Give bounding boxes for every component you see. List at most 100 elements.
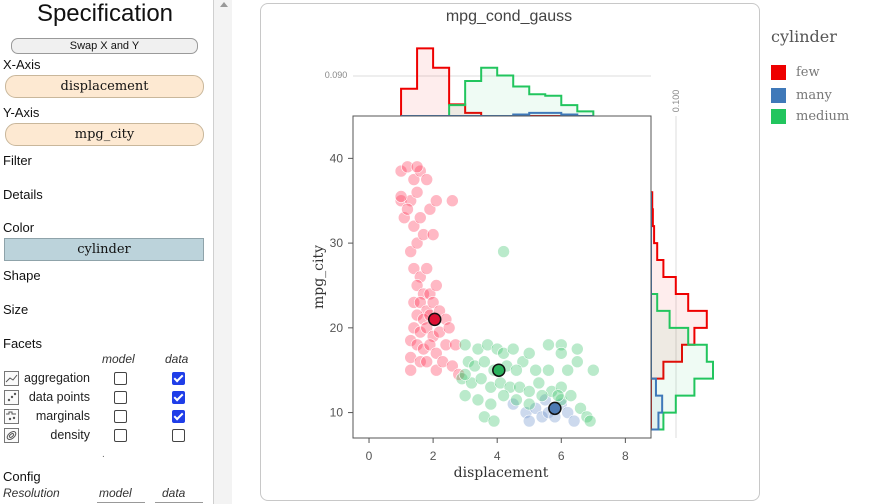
data-point-few (410, 279, 424, 292)
aggregation-model-checkbox[interactable] (114, 372, 127, 385)
data-point-many (522, 414, 536, 428)
data-point-medium (478, 410, 491, 424)
density-data-checkbox[interactable] (172, 429, 185, 442)
data-point-many (561, 406, 574, 419)
y-axis-field[interactable]: mpg_city (5, 123, 204, 146)
density-model-checkbox[interactable] (114, 429, 127, 442)
x-axis-field[interactable]: displacement (5, 75, 204, 98)
data-point-few (442, 321, 456, 335)
data-point-medium (513, 380, 526, 394)
data-point-few (413, 325, 427, 339)
data-points-data-checkbox[interactable] (172, 391, 185, 404)
data-point-medium (554, 380, 568, 394)
panel-divider[interactable] (213, 0, 214, 504)
legend-label-few: few (796, 65, 820, 80)
data-point-few (420, 262, 433, 275)
shape-label[interactable]: Shape (3, 268, 41, 283)
data-point-medium (474, 372, 488, 385)
y-tick-label: 20 (330, 321, 344, 335)
data-point-few (413, 296, 427, 309)
data-point-medium (481, 338, 494, 352)
data-point-few (420, 173, 433, 186)
data-point-few (430, 363, 443, 377)
data-point-medium (561, 363, 574, 377)
y-tick-label: 10 (330, 406, 344, 420)
resolution-col-model: model (99, 486, 132, 500)
data-point-few (433, 325, 446, 339)
data-point-medium (516, 355, 530, 369)
data-point-medium (587, 363, 600, 377)
color-label: Color (3, 220, 35, 235)
data-point-few (426, 330, 440, 343)
data-point-medium (510, 393, 523, 407)
data-point-many (538, 393, 552, 407)
data-point-few (417, 228, 430, 241)
data-point-medium (497, 346, 510, 360)
data-point-medium (497, 389, 510, 402)
facet-col-model: model (102, 352, 135, 366)
data-point-few (404, 245, 417, 258)
data-point-medium (458, 368, 472, 381)
facet-row-data-points: data points (0, 388, 210, 407)
marginals-icon (4, 409, 19, 424)
color-field[interactable]: cylinder (4, 238, 204, 261)
data-points-model-checkbox[interactable] (114, 391, 127, 404)
data-point-few (404, 194, 417, 208)
facet-row-aggregation: aggregation (0, 369, 210, 388)
data-point-few (449, 338, 462, 352)
y-axis-title: mpg_city (311, 245, 327, 309)
data-point-few (404, 351, 417, 364)
data-point-few (426, 228, 440, 241)
legend-swatch-few (771, 65, 786, 80)
size-label[interactable]: Size (3, 302, 29, 317)
scroll-up-icon[interactable] (220, 2, 228, 7)
x-tick-label: 8 (622, 449, 629, 463)
facet-label: data points (28, 390, 90, 404)
data-point-few (417, 342, 430, 356)
mean-marker-few (427, 312, 442, 327)
scrollbar-track[interactable] (214, 0, 232, 504)
data-point-medium (580, 410, 594, 424)
legend-title: cylinder (771, 27, 837, 46)
aggregation-data-checkbox[interactable] (172, 372, 185, 385)
data-point-medium (503, 380, 517, 394)
data-point-medium (468, 359, 482, 373)
data-point-few (426, 296, 440, 309)
data-point-medium (532, 376, 546, 390)
facet-row-density: density (0, 426, 210, 445)
data-point-few (407, 219, 421, 233)
data-point-medium (471, 342, 485, 356)
details-label[interactable]: Details (3, 187, 43, 202)
resolution-data-underline (155, 502, 203, 503)
swap-x-y-button[interactable]: Swap X and Y (11, 38, 198, 54)
x-tick-label: 2 (430, 449, 437, 463)
right-marginal-few (650, 191, 708, 430)
data-point-medium (487, 414, 501, 428)
chart-title: mpg_cond_gauss (446, 8, 572, 25)
data-point-medium (506, 342, 520, 356)
x-tick-label: 4 (494, 449, 501, 463)
data-point-medium (458, 338, 472, 352)
data-point-few (430, 346, 443, 360)
data-point-medium (545, 385, 558, 398)
data-point-medium (529, 363, 542, 377)
facet-row-marginals: marginals (0, 407, 210, 426)
right-marginal-tick-label: 0.100 (671, 90, 681, 113)
data-point-medium (542, 363, 555, 377)
marginals-model-checkbox[interactable] (114, 410, 127, 423)
data-point-medium (571, 355, 584, 369)
data-point-medium (458, 389, 472, 402)
x-axis-title: displacement (454, 465, 549, 481)
facet-label: density (50, 428, 90, 442)
marginals-data-checkbox[interactable] (172, 410, 185, 423)
data-point-few (401, 202, 414, 216)
data-point-medium (484, 397, 498, 411)
filter-label[interactable]: Filter (3, 153, 32, 168)
mean-marker-many (548, 401, 562, 416)
data-point-few (404, 363, 417, 377)
data-point-few (446, 194, 459, 208)
data-point-medium (522, 385, 536, 398)
plot-area (352, 115, 652, 439)
data-point-medium (494, 376, 507, 390)
